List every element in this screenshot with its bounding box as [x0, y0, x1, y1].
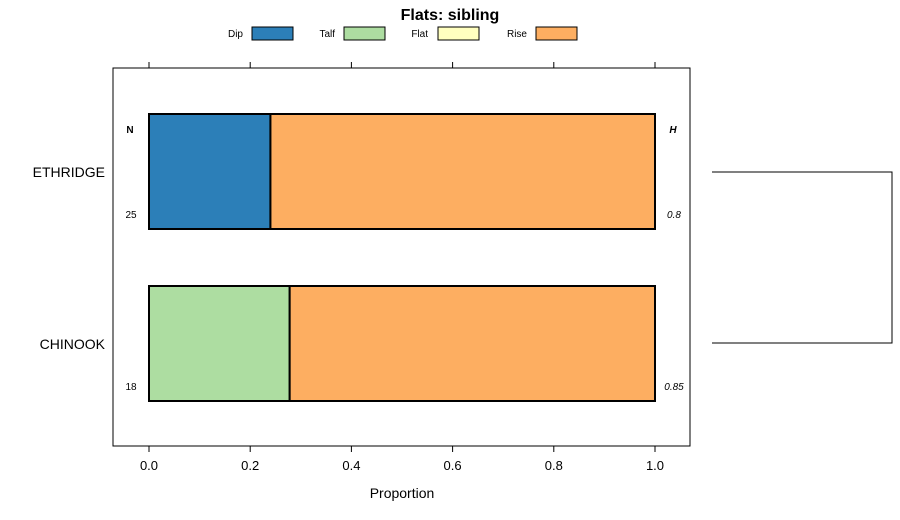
- x-tick-label: 1.0: [646, 458, 664, 473]
- chart-title: Flats: sibling: [401, 7, 500, 24]
- bar-ethridge-dip: [148, 113, 272, 230]
- bar-chinook-talf: [148, 285, 291, 402]
- n-value: 18: [125, 382, 137, 393]
- h-value: 0.85: [664, 382, 684, 393]
- x-tick-label: 0.8: [545, 458, 563, 473]
- x-tick-label: 0.0: [140, 458, 158, 473]
- plot-frame: [112, 67, 691, 447]
- legend-swatch-dip: [251, 26, 294, 41]
- h-value: 0.8: [667, 210, 681, 221]
- dendrogram: [712, 171, 893, 344]
- x-tick-label: 0.4: [342, 458, 360, 473]
- category-label: CHINOOK: [40, 336, 106, 352]
- x-tick-label: 0.6: [444, 458, 462, 473]
- bar-ethridge-rise: [269, 113, 656, 230]
- legend-swatch-rise: [535, 26, 578, 41]
- legend: Dip Talf Flat Rise: [228, 26, 578, 41]
- category-labels: ETHRIDGE CHINOOK: [33, 164, 106, 352]
- legend-swatch-talf: [343, 26, 386, 41]
- legend-label-rise: Rise: [507, 29, 527, 40]
- x-tick-label: 0.2: [241, 458, 259, 473]
- legend-swatch-flat: [437, 26, 480, 41]
- category-label: ETHRIDGE: [33, 164, 105, 180]
- bars: [148, 113, 656, 402]
- legend-label-flat: Flat: [411, 29, 428, 40]
- h-header: H: [669, 125, 677, 136]
- annotations: N H 25 18 0.8 0.85: [125, 125, 684, 393]
- x-axis: 0.0 0.2 0.4 0.6 0.8 1.0: [140, 62, 664, 473]
- bar-chinook-rise: [288, 285, 656, 402]
- legend-label-dip: Dip: [228, 29, 243, 40]
- legend-label-talf: Talf: [319, 29, 335, 40]
- n-header: N: [126, 125, 133, 136]
- n-value: 25: [125, 210, 137, 221]
- x-axis-title: Proportion: [370, 485, 435, 501]
